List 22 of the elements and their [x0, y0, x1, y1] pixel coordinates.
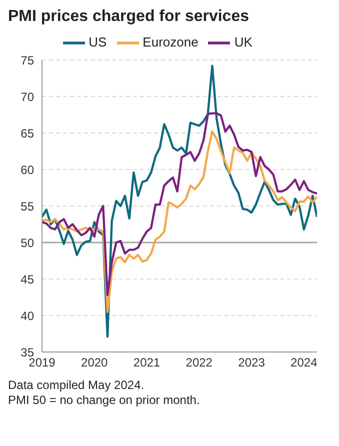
x-tick-label: 2024 — [290, 356, 318, 370]
text: Data compiled May 2024. — [8, 378, 146, 393]
y-tick-label: 70 — [20, 90, 34, 104]
x-tick-label: 2021 — [133, 356, 160, 370]
text: PMI 50 = no change on prior month. — [8, 393, 201, 408]
line-series — [42, 112, 317, 296]
x-tick-label: 2023 — [238, 356, 266, 370]
chart-title: PMI prices charged for services — [8, 8, 250, 26]
y-tick-label: 75 — [20, 53, 34, 68]
legend-label: US — [88, 34, 107, 50]
line-series — [42, 130, 317, 313]
y-tick-label: 55 — [20, 199, 34, 214]
y-tick-label: 45 — [20, 272, 34, 286]
x-tick-label: 2020 — [81, 356, 108, 370]
y-tick-label: 50 — [20, 236, 34, 250]
y-tick-label: 40 — [20, 308, 34, 323]
y-tick-label: 60 — [20, 162, 34, 177]
y-tick-label: 65 — [20, 126, 34, 140]
legend-label: UK — [234, 34, 252, 50]
line-series — [42, 64, 317, 338]
x-tick-label: 2022 — [186, 356, 213, 370]
legend-label: Eurozone — [142, 34, 198, 50]
